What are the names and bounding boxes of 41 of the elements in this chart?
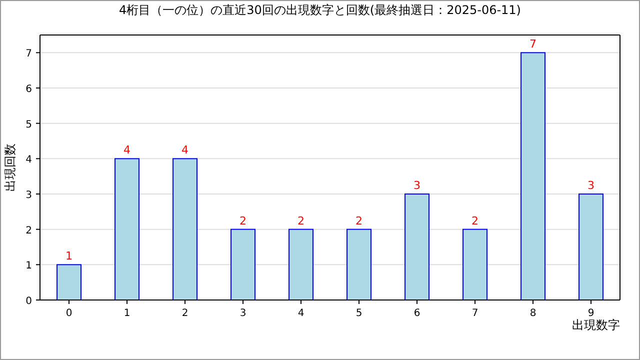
bar [230,228,256,300]
data-label: 3 [588,179,594,192]
x-tick-label: 2 [182,308,188,319]
x-axis-title: 出現数字 [572,318,620,332]
bar [56,264,82,300]
data-label: 2 [472,214,478,228]
x-tick-label: 1 [124,308,130,319]
y-axis-title: 出現回数 [3,144,17,192]
bar [520,52,546,300]
data-label: 3 [414,179,420,192]
x-tick-label: 8 [530,308,536,319]
data-label: 2 [240,214,246,228]
y-tick-label: 3 [26,190,32,201]
x-tick-label: 4 [298,308,304,319]
data-label: 4 [182,144,188,157]
x-tick-label: 6 [414,308,420,319]
y-tick-label: 6 [26,84,32,95]
data-label: 2 [356,214,362,228]
y-tick-label: 0 [26,296,32,307]
x-tick-label: 7 [472,308,478,319]
bar [404,194,430,300]
data-label: 2 [298,214,304,228]
bar [578,194,604,300]
x-tick-label: 0 [66,308,72,319]
bar [462,228,488,300]
x-tick-label: 9 [588,308,594,319]
bar [172,158,198,300]
y-tick-label: 2 [26,225,32,236]
x-tick-label: 3 [240,308,246,319]
bar [346,228,372,300]
bar [114,158,140,300]
y-tick-label: 1 [26,260,32,272]
y-tick-label: 7 [26,48,32,60]
x-tick-label: 5 [356,308,362,319]
y-tick-label: 4 [26,154,32,166]
y-tick-label: 5 [26,119,32,130]
bar [288,228,314,300]
chart-title: 4桁目（一の位）の直近30回の出現数字と回数(最終抽選日：2025-06-11) [118,3,522,17]
data-label: 7 [530,38,536,51]
data-label: 4 [124,144,130,157]
data-label: 1 [66,250,72,263]
